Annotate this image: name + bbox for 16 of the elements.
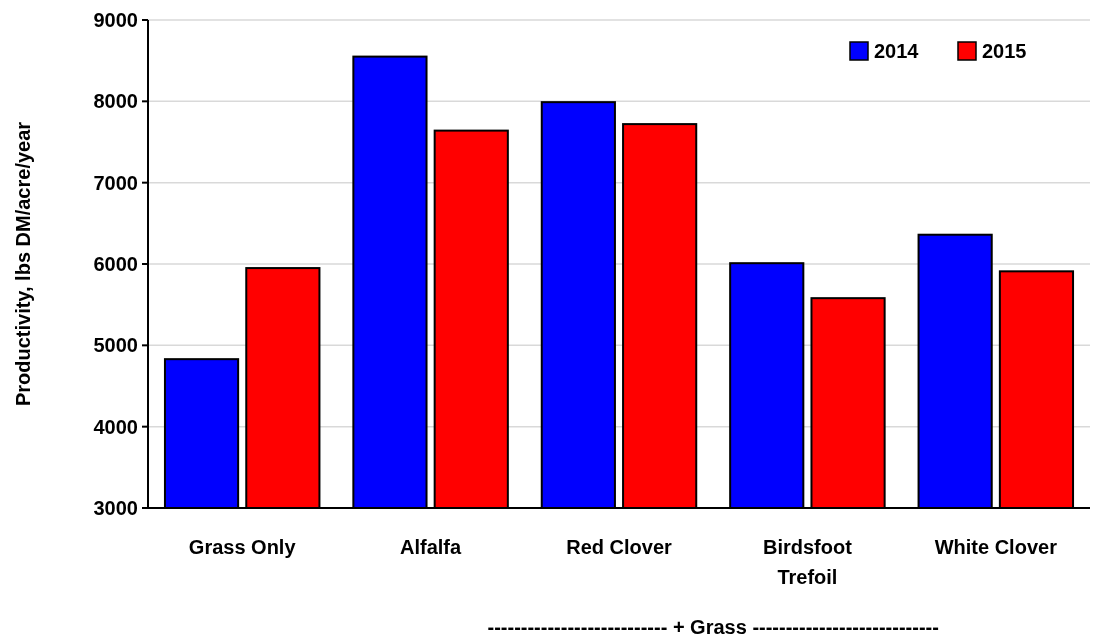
x-tick-label: White Clover [934,536,1058,558]
y-tick-label: 7000 [93,171,138,194]
y-tick-label: 3000 [93,497,138,519]
x-tick-label: Grass Only [188,536,297,558]
y-tick-label: 9000 [93,9,138,31]
x-tick-label: Alfalfa [400,536,463,558]
x-tick-label: Birdsfoot Trefoil [762,536,853,588]
y-tick-label: 4000 [93,415,138,438]
x-tick-label: Red Clover [566,536,673,558]
y-tick-label: 8000 [93,90,138,113]
legend-label: 2015 [982,40,1027,62]
legend-label: 2014 [874,40,920,62]
y-tick-label: 5000 [93,334,138,357]
y-tick-label: 6000 [93,253,138,275]
text: --------------------------- + Grass ---------------------------- [487,616,939,638]
y-axis-title: Productivity, lbs DM/acre/year [12,121,34,407]
